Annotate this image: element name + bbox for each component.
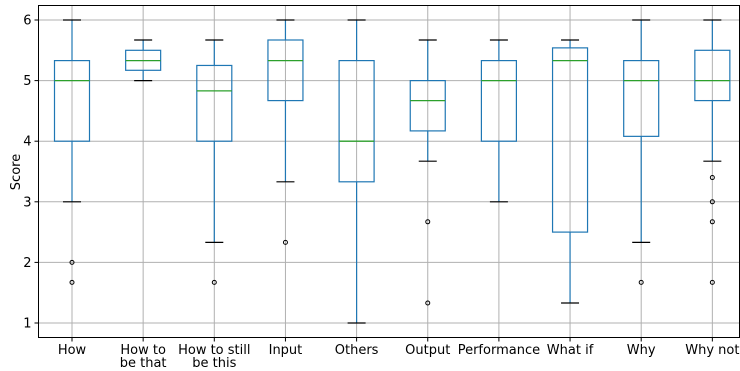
box	[623, 60, 660, 137]
y-tick-label: 1	[23, 317, 31, 332]
x-tick-label: Others	[335, 343, 379, 358]
box	[53, 60, 91, 142]
box	[551, 47, 589, 233]
boxes-layer	[53, 19, 731, 324]
y-tick-label: 2	[23, 256, 31, 271]
x-tick-label: be this	[192, 356, 236, 371]
outlier-point	[282, 239, 288, 245]
box	[196, 64, 233, 142]
x-tick-label: Why	[627, 343, 656, 358]
box	[338, 60, 375, 183]
outlier-point	[709, 279, 715, 285]
y-tick-label: 4	[23, 135, 31, 150]
outlier-point	[709, 219, 715, 225]
x-tick-label: What if	[547, 343, 594, 358]
outlier-point	[211, 279, 217, 285]
x-tick-label: How to still	[178, 343, 250, 358]
outlier-point	[425, 300, 431, 306]
y-tick-label: 6	[23, 14, 31, 29]
outliers-layer	[69, 175, 715, 306]
outlier-point	[709, 175, 715, 181]
box	[694, 49, 731, 102]
y-tick-label: 5	[23, 74, 31, 89]
x-tick-label: How	[58, 343, 87, 358]
x-tick-label: be that	[120, 356, 167, 371]
x-tick-label: Output	[405, 343, 450, 358]
grid-lines	[38, 5, 740, 338]
x-tick-label: Why not	[685, 343, 739, 358]
box	[480, 60, 517, 142]
y-axis-label: Score	[9, 154, 24, 190]
y-tick-label: 3	[23, 195, 31, 210]
x-tick-label: Performance	[458, 343, 540, 358]
box	[267, 39, 304, 102]
x-tick-label: How to	[120, 343, 166, 358]
outlier-point	[425, 219, 431, 225]
outlier-point	[69, 259, 75, 265]
outlier-point	[638, 279, 644, 285]
x-tick-label: Input	[269, 343, 303, 358]
outlier-point	[709, 199, 715, 205]
box	[409, 79, 446, 132]
outlier-point	[69, 279, 75, 285]
y-axis-ticks: 1 2 3 4 5 6	[23, 14, 39, 332]
